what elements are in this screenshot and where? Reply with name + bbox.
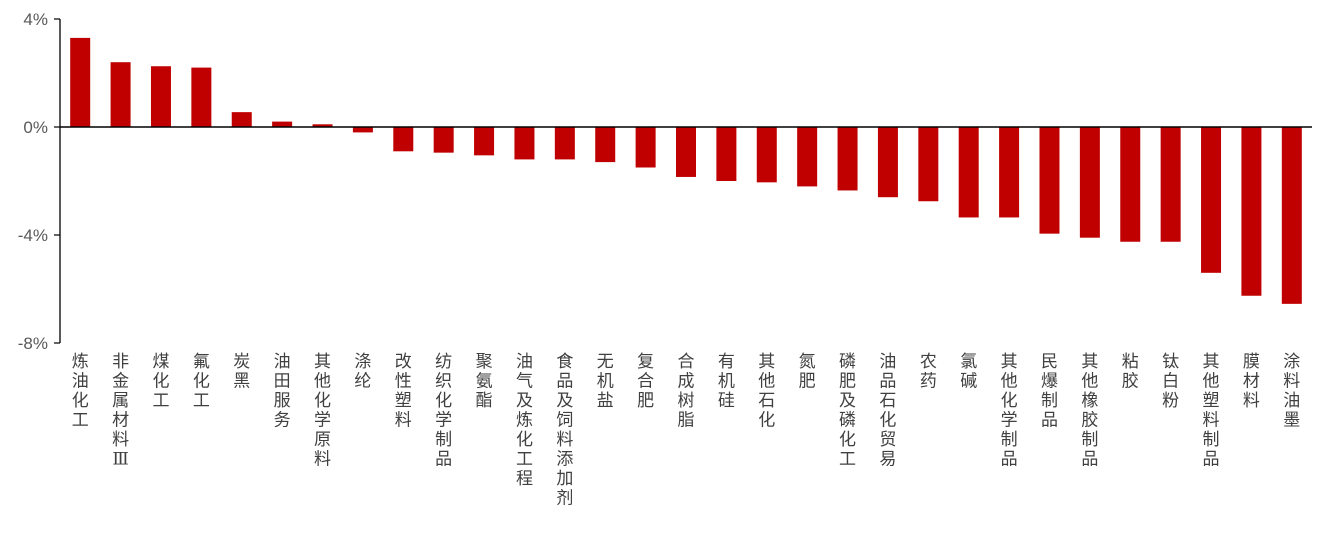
- bar: [1160, 127, 1181, 242]
- bar: [1120, 127, 1141, 242]
- x-category-label: 民爆制品: [1041, 352, 1058, 431]
- bar: [1079, 127, 1100, 238]
- x-category-label: 其他塑料制品: [1203, 352, 1220, 470]
- x-category-label: 有机硅: [718, 352, 735, 411]
- x-category-label: 纺织化学制品: [435, 352, 452, 470]
- bars: [70, 37, 1302, 304]
- x-category-label: 涤纶: [354, 352, 371, 392]
- axes: [59, 19, 1312, 343]
- x-category-label: 油品石化贸易: [879, 352, 896, 470]
- x-category-label: 农药: [920, 352, 937, 392]
- bar: [797, 127, 818, 187]
- bar: [474, 127, 495, 156]
- bar: [352, 127, 373, 133]
- y-axis-ticks: 4% 0% -4% -8%: [18, 10, 60, 353]
- category-labels: 炼油化工 非金属材料 Ⅲ 煤化工 氟化工 炭黑 油田服务 其他化学原料 涤纶 改性塑料 纺织化学制品…: [72, 352, 1301, 509]
- bar: [716, 127, 737, 181]
- bar: [676, 127, 696, 177]
- x-category-label: 其他橡胶制品: [1081, 352, 1098, 470]
- bar: [191, 67, 212, 127]
- bar: [595, 127, 616, 163]
- bar: [1281, 127, 1302, 304]
- x-category-label: 改性塑料: [395, 352, 412, 431]
- x-category-label: 氮肥: [799, 352, 816, 392]
- x-category-label: 涂料油墨: [1283, 352, 1300, 431]
- x-category-label: 粘胶: [1122, 352, 1139, 392]
- y-tick-label: -4%: [18, 226, 48, 245]
- bar: [150, 66, 171, 127]
- x-category-label: 炭黑: [233, 352, 250, 392]
- bar: [312, 124, 333, 127]
- x-category-label: 油气及炼化工程: [516, 352, 533, 489]
- x-category-label: 油田服务: [274, 352, 291, 431]
- bar: [433, 127, 454, 153]
- bar: [231, 112, 252, 127]
- bar: [272, 121, 293, 127]
- x-category-label: 磷肥及磷化工: [839, 352, 856, 470]
- y-tick-label: -8%: [18, 334, 48, 353]
- x-category-label: 钛白粉: [1162, 352, 1179, 411]
- bar: [1039, 127, 1060, 234]
- bar: [958, 127, 979, 218]
- x-category-label: 煤化工: [152, 352, 169, 411]
- x-category-label: 复合肥: [637, 352, 654, 411]
- bar: [110, 62, 131, 128]
- bar: [756, 127, 777, 183]
- x-category-label: 合成树脂: [678, 352, 695, 431]
- bar: [837, 127, 858, 191]
- x-category-label: 非金属材料 Ⅲ: [112, 352, 129, 470]
- bar: [918, 127, 939, 202]
- x-category-label: 氯碱: [960, 352, 977, 392]
- bar: [393, 127, 414, 152]
- bar: [877, 127, 898, 198]
- bar: [1241, 127, 1262, 296]
- x-category-label: 其他化学制品: [1001, 352, 1018, 470]
- bar: [1201, 127, 1222, 273]
- x-category-label: 无机盐: [597, 352, 614, 411]
- bar: [554, 127, 575, 160]
- x-category-label: 聚氨酯: [476, 352, 493, 411]
- x-category-label: 炼油化工: [72, 352, 89, 431]
- x-category-label: 膜材料: [1243, 352, 1260, 411]
- bar: [514, 127, 535, 160]
- x-category-label: 其他石化: [758, 352, 775, 431]
- bar: [999, 127, 1020, 218]
- y-tick-label: 0%: [23, 118, 48, 137]
- x-category-label: 食品及饲料添加剂: [556, 352, 573, 509]
- bar: [635, 127, 656, 168]
- x-category-label: 氟化工: [193, 352, 210, 411]
- y-tick-label: 4%: [23, 10, 48, 29]
- x-category-label: 其他化学原料: [314, 352, 331, 470]
- bar: [70, 37, 91, 127]
